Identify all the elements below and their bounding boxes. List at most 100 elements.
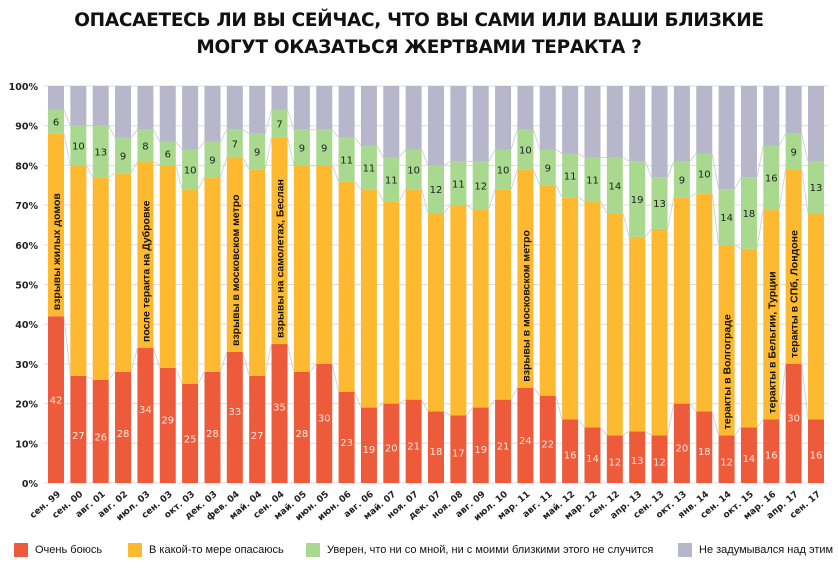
bar-segment — [70, 86, 87, 126]
bar-segment — [293, 165, 310, 372]
connector-line — [108, 173, 116, 178]
connector-line — [398, 149, 406, 158]
connector-line — [644, 228, 652, 238]
connector-line — [801, 133, 809, 162]
bar-segment — [159, 141, 176, 166]
bar-segment — [70, 165, 87, 376]
bar-segment — [249, 375, 266, 483]
bar-segment — [360, 145, 377, 190]
connector-line — [309, 363, 317, 373]
connector-line — [577, 153, 585, 158]
bar-segment — [629, 86, 646, 162]
connector-line — [175, 367, 183, 384]
bar-segment — [763, 145, 780, 210]
connector-line — [354, 137, 362, 146]
connector-line — [801, 169, 809, 214]
data-label: 11 — [340, 155, 353, 166]
bar-segment — [673, 403, 690, 483]
connector-line — [667, 161, 675, 178]
connector-line — [108, 371, 116, 381]
data-label: 7 — [232, 140, 238, 151]
bar-segment — [562, 419, 579, 483]
data-label: 10 — [184, 165, 197, 176]
bar-segment — [271, 344, 288, 483]
data-label: 26 — [94, 433, 107, 444]
connector-line — [421, 189, 429, 214]
legend-label: Очень боюсь — [35, 544, 103, 556]
bar-segment — [70, 375, 87, 483]
data-label: 9 — [254, 148, 260, 159]
data-label: 9 — [299, 144, 305, 155]
bar-segment — [115, 173, 132, 372]
bar-segment — [808, 86, 824, 162]
bar-segment — [383, 201, 400, 404]
bar-segment — [428, 411, 444, 483]
y-tick-label: 90% — [15, 122, 38, 133]
connector-line — [756, 209, 764, 249]
bar-segment — [785, 363, 802, 483]
connector-line — [689, 153, 697, 162]
legend-swatch — [306, 543, 320, 557]
connector-line — [734, 427, 742, 436]
connector-line — [175, 141, 183, 150]
connector-line — [466, 407, 474, 416]
bar-segment — [606, 213, 623, 436]
bar-segment — [450, 205, 467, 416]
connector-line — [86, 375, 93, 381]
bar-segment — [472, 86, 489, 162]
y-tick-label: 10% — [15, 439, 38, 450]
legend-label: В какой-то мере опасаюсь — [149, 544, 284, 556]
connector-line — [555, 185, 563, 198]
bar-segment — [360, 86, 377, 146]
connector-line — [421, 149, 429, 166]
connector-line — [63, 133, 71, 166]
data-label: 30 — [787, 413, 800, 424]
legend-item-not-thought: Не задумывался над этим — [678, 543, 833, 557]
bar-segment — [740, 177, 757, 249]
bar-segment — [271, 86, 288, 110]
bar-segment — [249, 86, 266, 134]
bar-segment — [137, 129, 154, 162]
bar-segment — [204, 86, 221, 142]
bar-segment — [338, 86, 355, 138]
bar-segment — [316, 129, 333, 166]
bar-segment — [226, 129, 243, 158]
bar-segment — [316, 86, 333, 130]
bar-segment — [48, 316, 64, 483]
connector-line — [667, 403, 675, 436]
connector-line — [711, 411, 719, 436]
bar-segment — [539, 395, 556, 483]
connector-line — [287, 137, 295, 166]
data-label: 16 — [564, 450, 577, 461]
bar-segment — [472, 161, 489, 210]
connector-line — [756, 145, 764, 178]
legend-item-somewhat-afraid: В какой-то мере опасаюсь — [128, 543, 284, 557]
bar-segment — [405, 86, 422, 150]
bar-segment — [495, 86, 512, 150]
legend-label: Не задумывался над этим — [699, 544, 834, 556]
bar-segment — [182, 383, 199, 483]
data-label: 12 — [430, 185, 443, 196]
connector-line — [331, 129, 339, 138]
bar-segment — [763, 419, 780, 483]
connector-line — [197, 371, 205, 384]
legend-swatch — [14, 543, 28, 557]
bar-segment — [651, 228, 668, 436]
data-label: 9 — [679, 175, 685, 186]
connector-line — [220, 351, 228, 372]
connector-line — [622, 157, 630, 162]
connector-line — [264, 109, 272, 134]
bar-segment — [718, 244, 735, 436]
bar-segment — [204, 141, 221, 178]
bar-segment — [450, 415, 467, 483]
bar-segment — [70, 125, 87, 166]
bar-segment — [48, 109, 64, 134]
bar-segment — [450, 161, 467, 206]
connector-line — [600, 200, 608, 214]
event-annotation: взрывы жилых домов — [51, 193, 63, 311]
connector-line — [466, 204, 473, 210]
data-label: 9 — [321, 144, 327, 155]
bar-segment — [182, 149, 199, 190]
bar-segment — [696, 153, 713, 194]
data-label: 27 — [251, 431, 264, 442]
